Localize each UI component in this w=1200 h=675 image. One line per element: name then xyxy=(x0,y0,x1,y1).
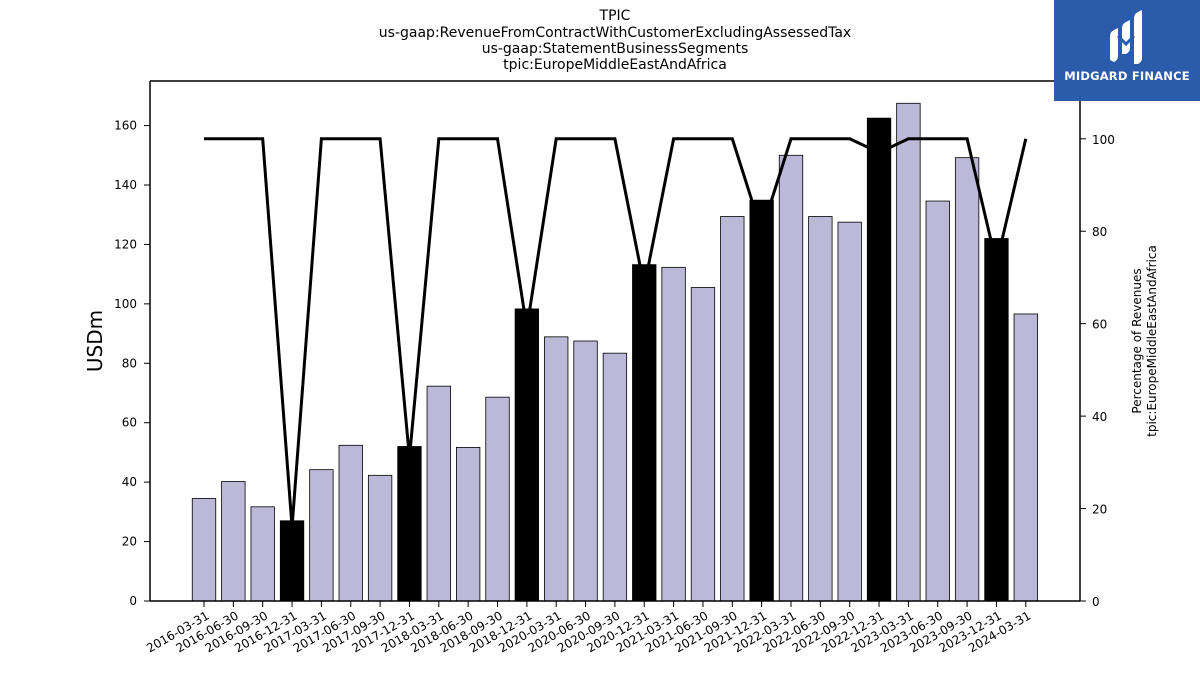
bar-2024-03-31 xyxy=(1013,313,1038,602)
bar-2023-12-31 xyxy=(984,238,1009,602)
y-tick-label: 80 xyxy=(122,356,137,370)
y-right-tick-label: 0 xyxy=(1092,595,1100,609)
bar-2016-09-30 xyxy=(250,506,275,602)
bar-2020-03-31 xyxy=(544,336,569,602)
bar-2017-09-30 xyxy=(367,474,393,602)
y-tick-label: 40 xyxy=(122,475,137,489)
bar-2022-09-30 xyxy=(837,221,862,602)
chart-title-line-4: tpic:EuropeMiddleEastAndAfrica xyxy=(503,57,727,73)
y-axis-right-label-line-1: Percentage of Revenues xyxy=(1130,268,1144,413)
bar-2020-09-30 xyxy=(602,352,628,602)
y-tick-label: 60 xyxy=(122,416,137,430)
brand-logo-text: MIDGARD FINANCE xyxy=(1064,69,1190,83)
y-right-tick-label: 100 xyxy=(1092,133,1115,147)
y-tick-label: 100 xyxy=(114,297,137,311)
bar-2023-03-31 xyxy=(896,102,921,602)
chart-title-line-3: us-gaap:StatementBusinessSegments xyxy=(482,41,749,57)
chart-title: TPIC us-gaap:RevenueFromContractWithCust… xyxy=(379,8,851,73)
bar-2017-06-30 xyxy=(338,444,363,602)
bar-2020-06-30 xyxy=(573,340,598,602)
bar-2016-06-30 xyxy=(221,481,246,602)
bar-2021-12-31 xyxy=(749,199,774,602)
bar-2018-12-31 xyxy=(514,308,539,602)
bar-2020-12-31 xyxy=(632,264,657,602)
bar-2023-09-30 xyxy=(954,157,980,602)
percentage-line-series xyxy=(204,137,1028,528)
right-axis-ticks: 0 20 40 60 80 100 xyxy=(1080,133,1115,609)
bar-2022-12-31 xyxy=(866,117,892,602)
left-axis-ticks: 0 20 40 60 80 100 120 140 160 xyxy=(114,119,150,608)
y-tick-label: 140 xyxy=(114,178,137,192)
bar-2016-12-31 xyxy=(279,520,305,602)
bar-2022-06-30 xyxy=(808,216,833,602)
bar-2018-09-30 xyxy=(485,396,510,602)
y-right-tick-label: 80 xyxy=(1092,225,1107,239)
y-tick-label: 120 xyxy=(114,237,137,251)
bar-2018-03-31 xyxy=(426,385,451,602)
bar-2022-03-31 xyxy=(778,154,804,602)
midgard-logo-icon xyxy=(1110,10,1142,64)
x-axis-ticks: 2016-03-312016-06-302016-09-302016-12-31… xyxy=(144,601,1033,655)
y-right-tick-label: 60 xyxy=(1092,318,1107,332)
bar-2023-06-30 xyxy=(925,200,950,602)
bar-2016-03-31 xyxy=(191,498,217,602)
bar-2021-06-30 xyxy=(690,287,716,602)
bar-series xyxy=(191,102,1038,602)
brand-logo: MIDGARD FINANCE xyxy=(1054,0,1200,101)
bar-2017-12-31 xyxy=(397,446,422,602)
bar-2021-03-31 xyxy=(661,266,686,602)
y-tick-label: 0 xyxy=(129,594,137,608)
percentage-line xyxy=(204,137,1028,528)
y-tick-label: 160 xyxy=(114,119,137,133)
bar-2021-09-30 xyxy=(720,216,745,602)
bar-2017-03-31 xyxy=(309,469,334,602)
y-right-tick-label: 40 xyxy=(1092,410,1107,424)
bar-2018-06-30 xyxy=(455,446,481,602)
axes xyxy=(149,80,1081,602)
y-right-tick-label: 20 xyxy=(1092,503,1107,517)
y-axis-label: USDm xyxy=(83,310,107,372)
y-tick-label: 20 xyxy=(122,535,137,549)
chart-title-line-1: TPIC xyxy=(599,8,631,24)
chart-title-line-2: us-gaap:RevenueFromContractWithCustomerE… xyxy=(379,25,851,41)
y-axis-right-label-line-2: tpic:EuropeMiddleEastAndAfrica xyxy=(1145,245,1159,437)
